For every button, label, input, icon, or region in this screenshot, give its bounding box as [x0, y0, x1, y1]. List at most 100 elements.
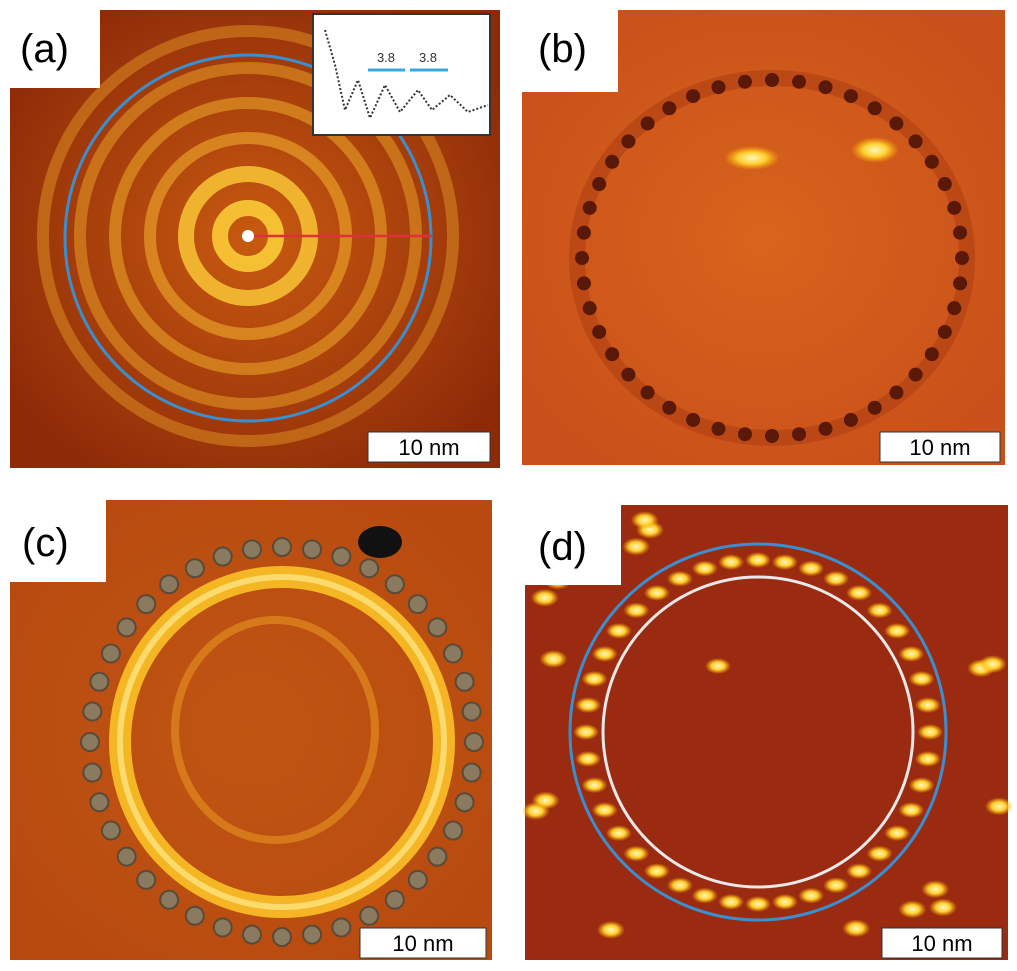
adatom [823, 877, 850, 894]
panel-b: (b) 10 nm [522, 10, 1005, 465]
inset-label: 3.8 [419, 50, 437, 65]
adatom [771, 554, 798, 571]
atom [947, 301, 962, 316]
adatom [591, 802, 618, 819]
atom [576, 225, 591, 240]
adatom [623, 602, 650, 619]
atom [621, 367, 636, 382]
adatom [591, 645, 618, 662]
scale-bar-label: 10 nm [909, 435, 970, 460]
atom [82, 762, 103, 783]
adatom [745, 896, 771, 912]
atom [955, 251, 969, 265]
panel-c: (c) 10 nm [10, 500, 492, 960]
adatom [898, 802, 925, 819]
atom [241, 539, 262, 560]
atom [662, 101, 677, 116]
panel-label: (a) [20, 27, 69, 71]
adatom [575, 697, 602, 714]
label-bg [10, 500, 106, 582]
atom [443, 643, 464, 664]
atom [662, 400, 677, 415]
adatom [846, 584, 873, 601]
atom [359, 558, 380, 579]
atom [80, 732, 100, 752]
adatom [622, 537, 651, 556]
ring [37, 25, 459, 447]
adatom [851, 137, 899, 163]
atom [889, 116, 904, 131]
atom [212, 917, 233, 938]
adatom [798, 887, 825, 904]
atom [407, 869, 428, 890]
adatom [884, 825, 911, 842]
atom [908, 367, 923, 382]
scale-bar [879, 431, 1001, 463]
inner-circle [601, 575, 915, 889]
adatom [914, 750, 941, 767]
atom [407, 594, 428, 615]
adatom [898, 645, 925, 662]
atom [116, 846, 137, 867]
atom [159, 889, 180, 910]
atom [621, 134, 636, 149]
scale-bar [881, 927, 1003, 959]
adatom [718, 554, 745, 571]
atom [953, 276, 968, 291]
atom [302, 539, 323, 560]
atom [889, 385, 904, 400]
atom [818, 421, 833, 436]
adatom [531, 791, 560, 810]
atom [100, 643, 121, 664]
atom [711, 80, 726, 95]
inset-label: 3.8 [377, 50, 395, 65]
atom [711, 421, 726, 436]
center [242, 230, 254, 242]
atom [686, 89, 701, 104]
scale-bar-label: 10 nm [911, 931, 972, 956]
panel-label: (d) [538, 525, 587, 569]
adatom [917, 724, 943, 740]
atom [427, 617, 448, 638]
atom [843, 412, 858, 427]
atom [605, 154, 620, 169]
atom [116, 617, 137, 638]
adatom [666, 570, 693, 587]
adatom [643, 863, 670, 880]
label-bg [0, 0, 100, 88]
adatom [842, 919, 871, 938]
atom [818, 80, 833, 95]
panel-d: (d) 10 nm [521, 505, 1013, 960]
outer-circle [568, 542, 948, 922]
atom [924, 347, 939, 362]
atom [908, 134, 923, 149]
label-bg [525, 505, 621, 585]
atom [461, 701, 482, 722]
adatom [921, 880, 950, 899]
atom [100, 820, 121, 841]
atom [605, 347, 620, 362]
scale-bar [359, 927, 487, 959]
scale-bar-label: 10 nm [398, 435, 459, 460]
atom [765, 73, 779, 87]
panel-label: (c) [22, 521, 69, 565]
atom [867, 400, 882, 415]
atom [575, 251, 589, 265]
atom [241, 924, 262, 945]
adatom [823, 570, 850, 587]
adatom [596, 920, 625, 939]
adatom [573, 724, 599, 740]
atom [384, 574, 405, 595]
defect [358, 526, 402, 558]
atom [640, 385, 655, 400]
adatom [630, 511, 659, 530]
adatom [771, 893, 798, 910]
atom [582, 200, 597, 215]
adatom [908, 777, 935, 794]
inset [312, 13, 491, 136]
atom [953, 225, 968, 240]
atom [427, 846, 448, 867]
ring [117, 574, 447, 910]
panel-a: 3.8 3.8 (a) 10 nm [0, 0, 500, 468]
adatom [984, 797, 1013, 816]
